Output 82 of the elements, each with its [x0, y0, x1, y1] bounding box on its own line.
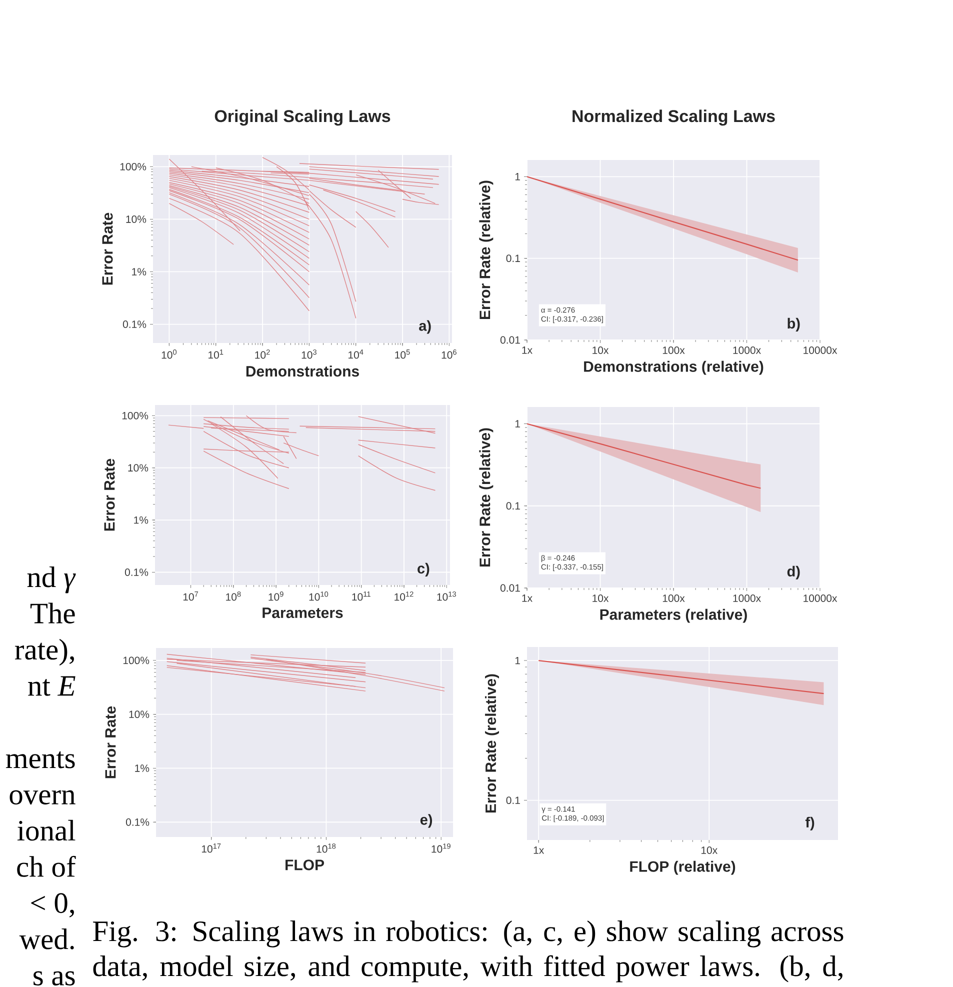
y-tick-label: 0.1 [506, 502, 520, 510]
x-tick-label: 10$^{8}$ [226, 592, 241, 601]
y-tick-label: 0.01 [500, 584, 520, 592]
text: nd γ [27, 566, 76, 594]
text: s as [34, 971, 75, 986]
y-tick-label: 100% [123, 656, 150, 664]
y-tick-label: 10% [128, 464, 148, 472]
annotation: c) [418, 562, 430, 576]
text: nt E [28, 676, 76, 696]
y-tick-label: 0.1% [124, 568, 148, 576]
y-axis-title: Error Rate (relative) [479, 180, 494, 320]
text: ch of [17, 856, 76, 877]
x-tick-label: 10$^{10}$ [309, 592, 328, 601]
annotation: a) [419, 320, 431, 334]
y-axis-title: Error Rate [105, 706, 116, 778]
x-tick-label: 10$^{12}$ [394, 592, 414, 601]
y-axis-title: Error Rate [102, 212, 113, 285]
x-tick-label: 10$^{9}$ [268, 592, 284, 601]
chart-title: Normalized Scaling Laws [572, 110, 775, 126]
x-axis-title: FLOP (relative) [630, 860, 736, 875]
text: < 0, [31, 893, 74, 918]
x-tick-label: 10$^{5}$ [395, 350, 410, 359]
x-axis-title: Demonstrations [246, 366, 359, 377]
y-tick-label: 1 [515, 173, 520, 180]
y-tick-label: 1% [134, 516, 148, 524]
text: wed. [19, 928, 74, 950]
x-tick-label: 10x [701, 846, 718, 854]
x-axis-title: FLOP [286, 860, 324, 870]
x-axis-title: Parameters (relative) [600, 608, 747, 623]
x-tick-label: 10$^{3}$ [302, 350, 316, 359]
y-tick-label: 10% [129, 710, 150, 718]
y-axis-title: Error Rate (relative) [485, 674, 499, 813]
text: data, model size, and compute, with fitted power laws. (b, d, [93, 955, 842, 982]
caption: Fig. 3: Scaling laws in robotics: (a, c, e) show scaling across [93, 920, 844, 948]
y-tick-label: 1 [515, 656, 520, 664]
y-tick-label: 1% [132, 268, 146, 276]
text: ments [6, 751, 75, 768]
chart-title: Original Scaling Laws [214, 110, 390, 126]
text: ional [17, 820, 76, 841]
x-tick-label: 10$^{11}$ [352, 592, 370, 601]
y-tick-label: 1% [135, 764, 150, 772]
text: overn [10, 790, 76, 804]
y-axis-title: Error Rate [104, 458, 115, 531]
y-tick-label: 0.1 [506, 796, 520, 804]
annotation: d) [787, 566, 800, 580]
x-tick-label: 1000x [733, 346, 761, 354]
text: rate), [14, 638, 74, 666]
x-tick-label: 1x [534, 846, 544, 854]
y-tick-label: 100% [122, 412, 148, 420]
x-tick-label: 10000x [804, 346, 838, 354]
x-tick-label: 10$^{18}$ [316, 844, 336, 853]
annotation: f) [805, 816, 814, 830]
x-axis-title: Demonstrations (relative) [584, 360, 764, 375]
text: The [30, 602, 75, 624]
y-axis-title: Error Rate (relative) [479, 428, 494, 567]
y-tick-label: 10% [126, 216, 146, 223]
x-tick-label: 10$^{4}$ [348, 350, 364, 359]
x-tick-label: 10$^{17}$ [202, 844, 221, 853]
annotation: b) [788, 318, 800, 332]
x-tick-label: 10$^{2}$ [255, 350, 270, 359]
x-axis-title: Parameters [262, 608, 343, 618]
x-tick-label: 100x [662, 594, 685, 602]
y-tick-label: 0.1% [126, 818, 150, 826]
x-tick-label: 10$^{7}$ [183, 592, 198, 601]
x-tick-label: 10000x [804, 594, 838, 602]
x-tick-label: 100x [662, 346, 685, 354]
y-tick-label: 100% [120, 162, 146, 170]
y-tick-label: 0.01 [500, 336, 520, 344]
x-tick-label: 10x [592, 594, 609, 602]
x-tick-label: 10$^{1}$ [208, 350, 224, 359]
x-tick-label: 10$^{0}$ [162, 350, 177, 359]
x-tick-label: 10$^{19}$ [432, 844, 450, 853]
x-tick-label: 10$^{6}$ [442, 350, 456, 359]
x-tick-label: 10$^{13}$ [437, 592, 456, 601]
y-tick-label: 1 [515, 420, 520, 428]
x-tick-label: 1x [522, 346, 532, 354]
annotation: e) [420, 814, 432, 828]
y-tick-label: 0.1% [122, 320, 146, 328]
x-tick-label: 1000x [733, 594, 761, 602]
y-tick-label: 0.1 [506, 254, 520, 262]
x-tick-label: 10x [592, 346, 609, 354]
x-tick-label: 1x [522, 594, 532, 602]
